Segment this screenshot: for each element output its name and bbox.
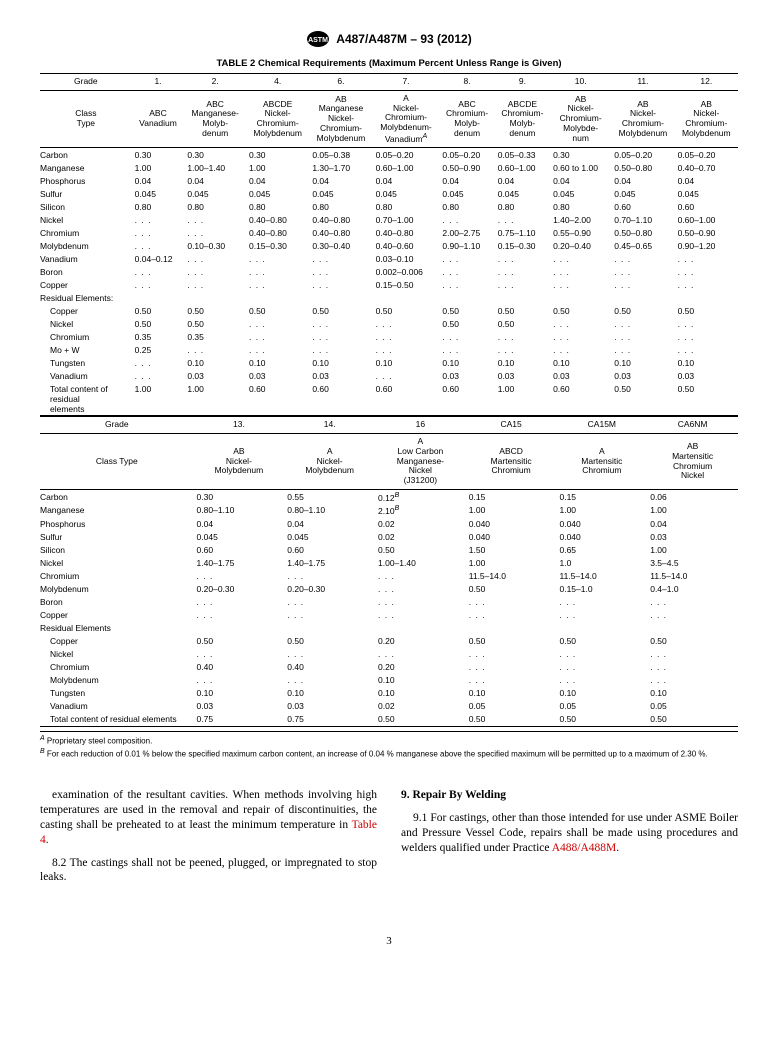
table-row: Molybdenum. . .0.10–0.300.15–0.300.30–0.… <box>40 239 738 252</box>
table-row: Residual Elements: <box>40 291 738 304</box>
para-8-2: 8.2 The castings shall not be peened, pl… <box>40 856 377 886</box>
table-row: Chromium0.400.400.20. . .. . .. . . <box>40 661 738 674</box>
table-row: Silicon0.600.600.501.500.651.00 <box>40 544 738 557</box>
table-row: Sulfur0.0450.0450.020.0400.0400.03 <box>40 531 738 544</box>
table-title: TABLE 2 Chemical Requirements (Maximum P… <box>40 58 738 69</box>
table-row: Nickel. . .. . .. . .. . .. . .. . . <box>40 648 738 661</box>
table-row: Vanadium0.030.030.020.050.050.05 <box>40 700 738 713</box>
doc-code: A487/A487M – 93 (2012) <box>336 32 471 46</box>
table-1: Grade1.2.4.6.7.8.9.10.11.12. ClassTypeAB… <box>40 73 738 416</box>
section-9-head: 9. Repair By Welding <box>401 788 738 803</box>
astm-logo-icon: ASTM <box>306 30 330 48</box>
table-row: Silicon0.800.800.800.800.800.800.800.800… <box>40 200 738 213</box>
svg-text:ASTM: ASTM <box>308 37 328 44</box>
table-row: Phosphorus0.040.040.020.0400.0400.04 <box>40 518 738 531</box>
table-row: Carbon0.300.300.300.05–0.380.05–0.200.05… <box>40 148 738 162</box>
link-a488[interactable]: A488/A488M <box>552 842 617 854</box>
table-row: Phosphorus0.040.040.040.040.040.040.040.… <box>40 174 738 187</box>
table-row: Manganese0.80–1.100.80–1.102.10B1.001.00… <box>40 504 738 518</box>
page-number: 3 <box>40 935 738 947</box>
body-text: examination of the resultant cavities. W… <box>40 788 738 886</box>
table-row: Residual Elements <box>40 622 738 635</box>
table-row: Total content of residual elements0.750.… <box>40 713 738 727</box>
table-row: Chromium. . .. . .. . .11.5–14.011.5–14.… <box>40 570 738 583</box>
para-8-cont: examination of the resultant cavities. W… <box>40 788 377 848</box>
footnotes: A Proprietary steel composition. B For e… <box>40 731 738 760</box>
footnote-a: A Proprietary steel composition. <box>40 734 738 747</box>
table-row: Copper. . .. . .. . .. . .. . .. . . <box>40 609 738 622</box>
footnote-b: B For each reduction of 0.01 % below the… <box>40 747 738 760</box>
table-row: Molybdenum0.20–0.300.20–0.30. . .0.500.1… <box>40 583 738 596</box>
table-row: Manganese1.001.00–1.401.001.30–1.700.60–… <box>40 161 738 174</box>
table-row: Copper0.500.500.200.500.500.50 <box>40 635 738 648</box>
table-row: Tungsten0.100.100.100.100.100.10 <box>40 687 738 700</box>
table-row: Copper. . .. . .. . .. . .0.15–0.50. . .… <box>40 278 738 291</box>
table-row: Sulfur0.0450.0450.0450.0450.0450.0450.04… <box>40 187 738 200</box>
para-9-1: 9.1 For castings, other than those inten… <box>401 811 738 856</box>
table-row: Tungsten. . .0.100.100.100.100.100.100.1… <box>40 356 738 369</box>
table-row: Nickel. . .. . .0.40–0.800.40–0.800.70–1… <box>40 213 738 226</box>
table-2: Grade13.14.16CA15CA15MCA6NM Class TypeAB… <box>40 416 738 726</box>
table-row: Vanadium. . .0.030.030.03. . .0.030.030.… <box>40 369 738 382</box>
table-row: Copper0.500.500.500.500.500.500.500.500.… <box>40 304 738 317</box>
table-row: Nickel0.500.50. . .. . .. . .0.500.50. .… <box>40 317 738 330</box>
table-row: Mo + W0.25. . .. . .. . .. . .. . .. . .… <box>40 343 738 356</box>
table-row: Chromium. . .. . .0.40–0.800.40–0.800.40… <box>40 226 738 239</box>
doc-header: ASTM A487/A487M – 93 (2012) <box>40 30 738 48</box>
table-row: Nickel1.40–1.751.40–1.751.00–1.401.001.0… <box>40 557 738 570</box>
table-row: Vanadium0.04–0.12. . .. . .. . .0.03–0.1… <box>40 252 738 265</box>
table-row: Chromium0.350.35. . .. . .. . .. . .. . … <box>40 330 738 343</box>
table-row: Total content ofresidualelements1.001.00… <box>40 382 738 416</box>
table-row: Boron. . .. . .. . .. . .. . .. . . <box>40 596 738 609</box>
table-row: Carbon0.300.550.12B0.150.150.06 <box>40 490 738 504</box>
table-row: Boron. . .. . .. . .. . .0.002–0.006. . … <box>40 265 738 278</box>
table-row: Molybdenum. . .. . .0.10. . .. . .. . . <box>40 674 738 687</box>
